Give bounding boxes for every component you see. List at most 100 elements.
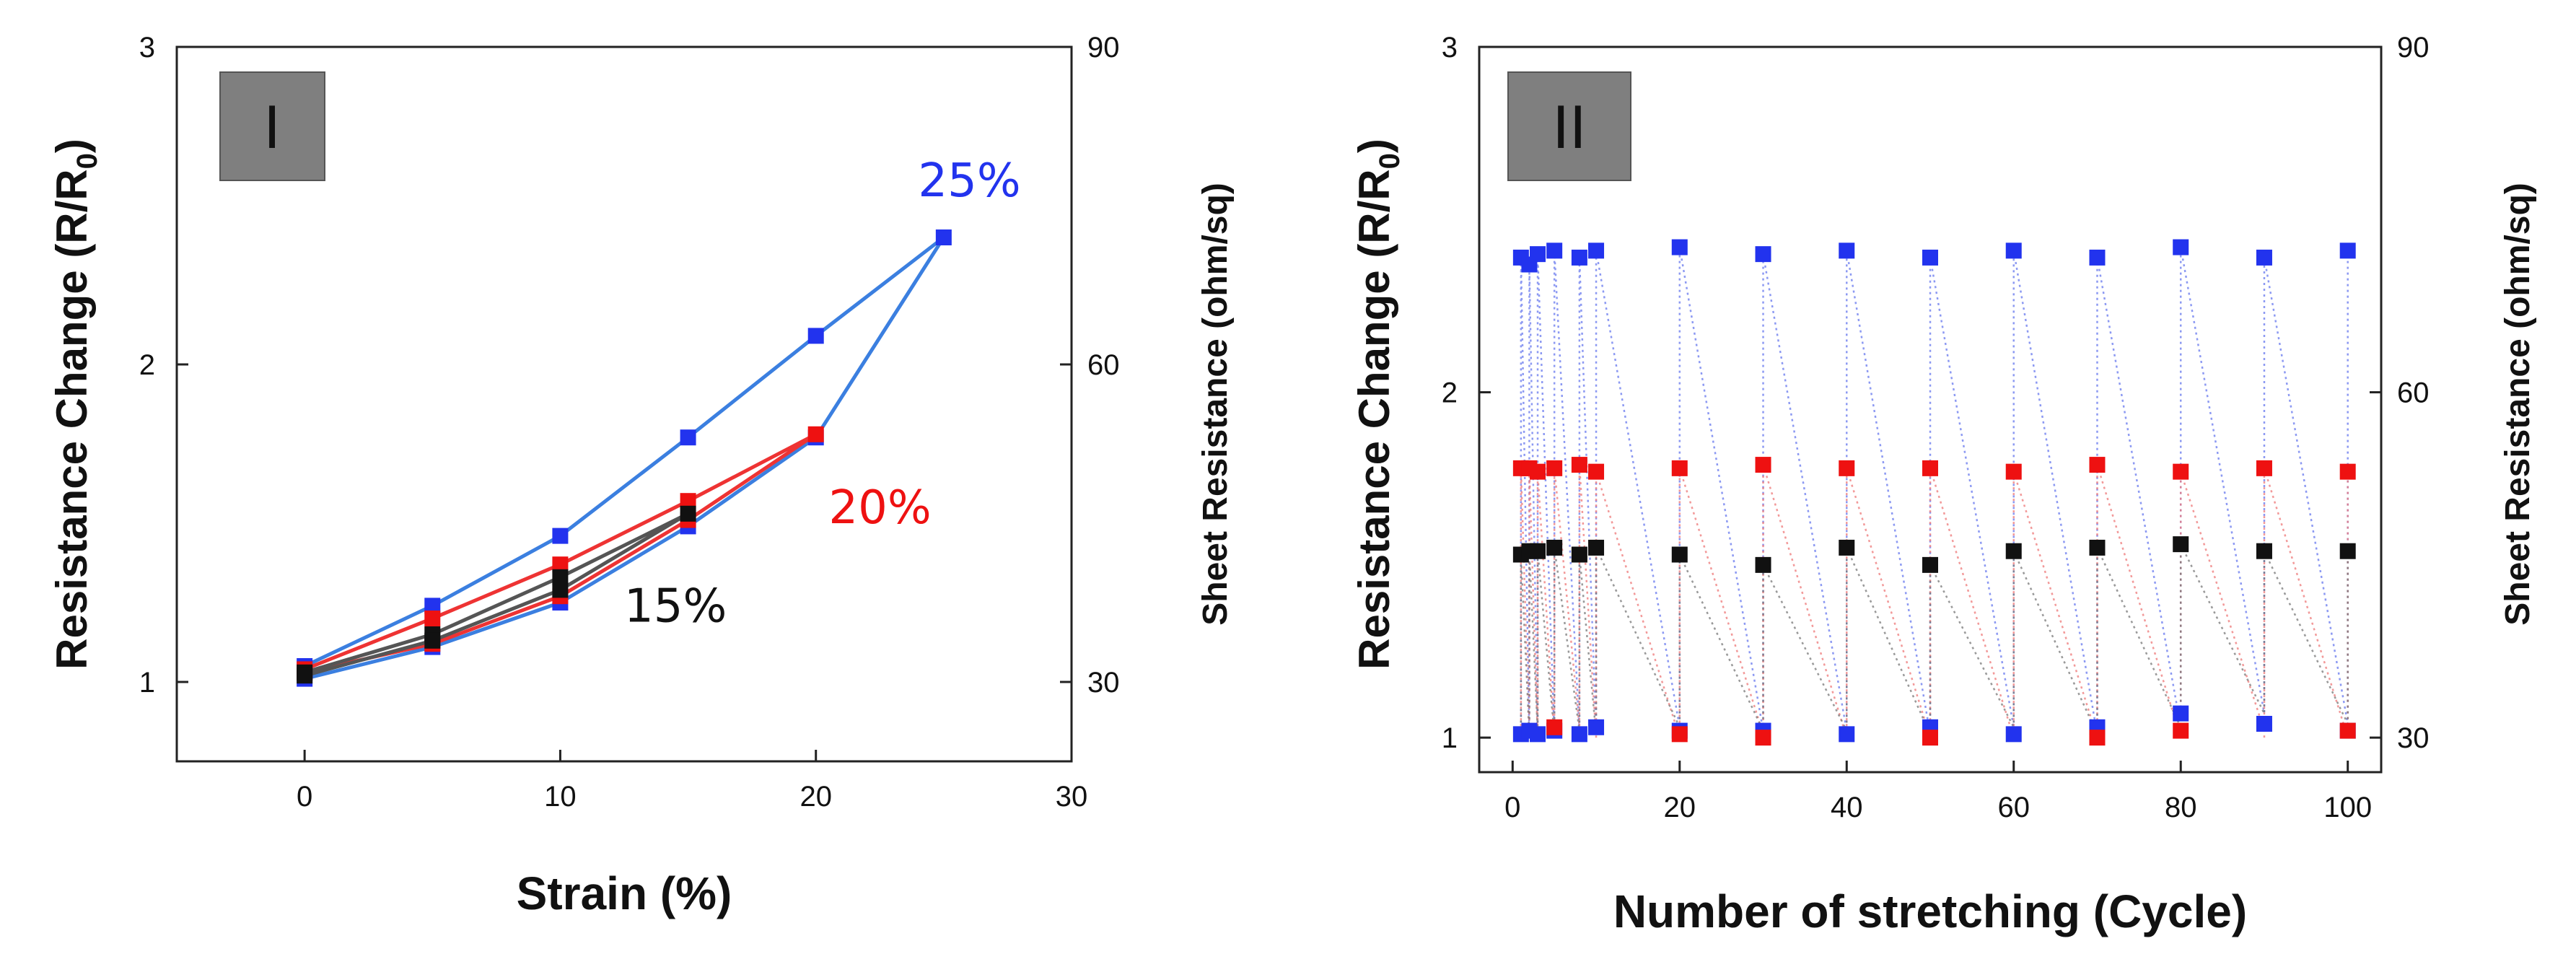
y-axis-title-1-close: )	[48, 139, 96, 153]
data-point	[2173, 705, 2189, 722]
y2-tick-label: 30	[2397, 722, 2430, 754]
x-tick-label: 60	[1997, 792, 2030, 823]
x-axis-title-1: Strain (%)	[517, 867, 732, 919]
data-point	[1571, 249, 1587, 266]
y2-tick-label: 60	[2397, 377, 2430, 409]
data-point	[2173, 239, 2189, 255]
plot-frame-2	[1478, 45, 2383, 774]
panel-badge-1: I	[219, 71, 325, 181]
data-point	[552, 528, 569, 544]
x-tick-label: 20	[799, 781, 832, 813]
x-axis-title-2: Number of stretching (Cycle)	[1613, 885, 2247, 937]
x-tick-label: 20	[1664, 792, 1696, 823]
data-point	[2339, 242, 2356, 259]
data-point	[1755, 457, 1771, 473]
y2-axis-title-2: Sheet Resistance (ohm/sq)	[2499, 183, 2537, 626]
data-point	[1530, 246, 1546, 263]
y-axis-title-2-sub: 0	[1374, 153, 1406, 169]
data-point	[2256, 716, 2272, 732]
data-point	[1546, 719, 1563, 735]
data-point	[2173, 722, 2189, 739]
data-point	[2089, 249, 2106, 266]
data-point	[552, 569, 569, 585]
badge-label-2: II	[1552, 95, 1586, 162]
data-point	[424, 598, 441, 614]
badge-label-1: I	[263, 95, 281, 162]
y2-tick-label: 30	[1087, 667, 1120, 699]
badge-box-1	[219, 71, 325, 181]
data-point	[2005, 726, 2022, 743]
y2-tick-label: 60	[1087, 349, 1120, 381]
data-point	[2339, 463, 2356, 480]
y-tick-label: 1	[139, 667, 155, 699]
data-point	[1588, 539, 1605, 556]
data-point	[552, 582, 569, 598]
data-point	[424, 632, 441, 649]
data-point	[935, 229, 952, 245]
data-point	[807, 426, 824, 442]
data-point	[1571, 457, 1587, 473]
y-tick-label: 3	[1442, 32, 1458, 64]
x-tick-label: 40	[1831, 792, 1863, 823]
y-axis-title-1-sub: 0	[71, 153, 103, 169]
data-point	[1588, 242, 1605, 259]
data-point	[2173, 536, 2189, 553]
data-point	[1530, 543, 1546, 559]
y-tick-label: 3	[139, 32, 155, 64]
x-tick-label: 0	[297, 781, 312, 813]
data-point	[1571, 726, 1587, 743]
y-axis-title-2-main: Resistance Change (R/R	[1350, 169, 1398, 670]
x-tick-label: 10	[544, 781, 577, 813]
dotted-connector	[1520, 543, 2349, 735]
axis-ticks-1: 0 10 20 30 1 2 3 30 60 90	[139, 32, 1120, 813]
series-line-20%	[304, 432, 818, 675]
data-point	[680, 493, 696, 509]
data-point	[1922, 730, 1938, 746]
data-point	[2089, 730, 2106, 746]
data-point	[2173, 463, 2189, 480]
data-point	[1922, 460, 1938, 476]
annotation-label: 20%	[828, 481, 931, 535]
data-point	[2005, 543, 2022, 559]
y-tick-label: 2	[1442, 377, 1458, 409]
data-point	[1588, 463, 1605, 480]
annotation-label: 15%	[624, 579, 727, 633]
data-point	[1755, 730, 1771, 746]
data-point	[2339, 543, 2356, 559]
axis-ticks-2: 0 20 40 60 80 100 1 2 3 30 60 90	[1442, 32, 2430, 823]
x-tick-label: 80	[2165, 792, 2197, 823]
data-point	[2005, 242, 2022, 259]
data-point	[1571, 546, 1587, 563]
data-point	[1671, 546, 1688, 563]
y-tick-label: 1	[1442, 722, 1458, 754]
dotted-connector	[1520, 464, 2349, 738]
y-axis-title-2: Resistance Change (R/R0)	[1350, 139, 1406, 670]
data-point	[807, 328, 824, 344]
data-point	[2256, 543, 2272, 559]
data-point	[1546, 460, 1563, 476]
data-point	[1755, 246, 1771, 263]
data-point	[1839, 460, 1855, 476]
data-point	[1922, 556, 1938, 573]
data-point	[1839, 242, 1855, 259]
dotted-connector	[1520, 247, 2349, 735]
data-point	[1839, 726, 1855, 743]
dotted-links-2	[1520, 247, 2349, 738]
series-group-2	[1512, 239, 2356, 746]
y-axis-title-1: Resistance Change (R/R0)	[48, 139, 103, 670]
x-tick-label: 100	[2323, 792, 2372, 823]
data-point	[2339, 722, 2356, 739]
y2-tick-label: 90	[2397, 32, 2430, 64]
data-point	[680, 429, 696, 446]
data-point	[1671, 239, 1688, 255]
data-point	[1839, 539, 1855, 556]
data-point	[680, 505, 696, 522]
data-point	[1530, 726, 1546, 743]
data-point	[2256, 460, 2272, 476]
data-point	[297, 668, 313, 684]
annotations-1: 25% 20% 15%	[624, 154, 1021, 634]
data-point	[1922, 249, 1938, 266]
y-tick-label: 2	[139, 349, 155, 381]
